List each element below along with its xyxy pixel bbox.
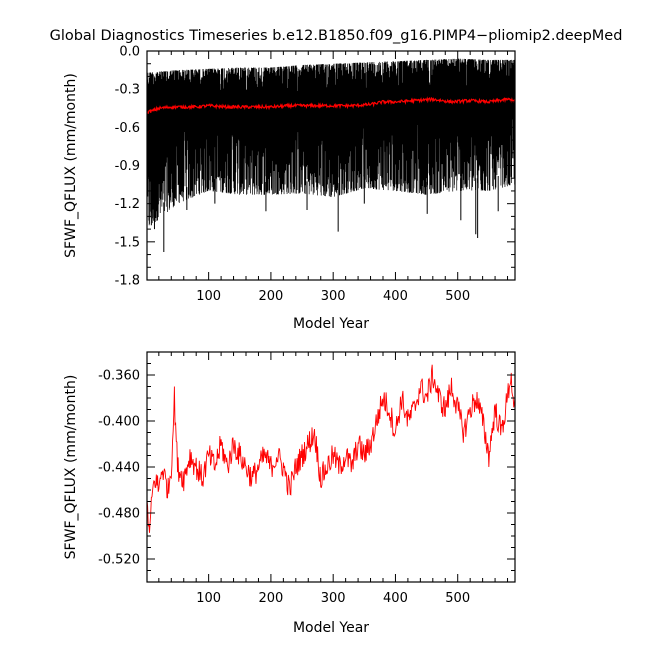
top-y-tick-label: -1.8 [115,274,140,289]
bottom-x-tick-label: 300 [321,591,346,606]
bottom-x-tick-label: 400 [383,591,408,606]
top-x-tick-label: 400 [383,289,408,304]
top-x-tick-label: 300 [321,289,346,304]
bottom-y-tick-label: -0.480 [98,507,140,522]
bottom-plot-area [146,364,516,533]
top-x-axis-label: Model Year [293,316,369,332]
bottom-y-axis-label: SFWF_QFLUX (mm/month) [63,375,79,560]
bottom-annual-series-line [146,364,516,533]
top-annual-series-line [146,96,516,114]
bottom-x-tick-label: 200 [258,591,283,606]
top-plot-area [146,58,516,253]
top-y-tick-label: 0.0 [119,45,140,60]
bottom-x-tick-label: 100 [196,591,221,606]
top-y-tick-label: -0.6 [115,121,140,136]
top-panel: 100 200 300 400 500 0.0 -0.3 -0.6 -0.9 -1.2 -1.5 -1… [63,45,516,332]
bottom-y-tick-label: -0.440 [98,461,140,476]
top-monthly-series-line [146,58,516,226]
top-y-tick-label: -0.9 [115,159,140,174]
bottom-y-tick-label: -0.400 [98,415,140,430]
top-x-tick-label: 200 [258,289,283,304]
bottom-panel: 100 200 300 400 500 -0.360 -0.400 -0.440 -0.480 -… [63,351,516,636]
bottom-axis-ticks: 100 200 300 400 500 -0.360 -0.400 -0.440 -0.480 -… [98,351,515,606]
bottom-x-tick-label: 500 [445,591,470,606]
bottom-y-tick-label: -0.360 [98,369,140,384]
top-y-axis-label: SFWF_QFLUX (mm/month) [63,73,79,258]
top-axis-ticks: 100 200 300 400 500 0.0 -0.3 -0.6 -0.9 -1.2 -1.5 -1… [115,45,515,304]
top-y-tick-label: -1.2 [115,197,140,212]
top-y-tick-label: -1.5 [115,235,140,250]
top-x-tick-label: 500 [445,289,470,304]
top-monthly-spikes [150,175,499,253]
top-x-tick-label: 100 [196,289,221,304]
figure-title: Global Diagnostics Timeseries b.e12.B185… [50,28,623,44]
top-y-tick-label: -0.3 [115,83,140,98]
bottom-x-axis-label: Model Year [293,620,369,636]
bottom-y-tick-label: -0.520 [98,553,140,568]
